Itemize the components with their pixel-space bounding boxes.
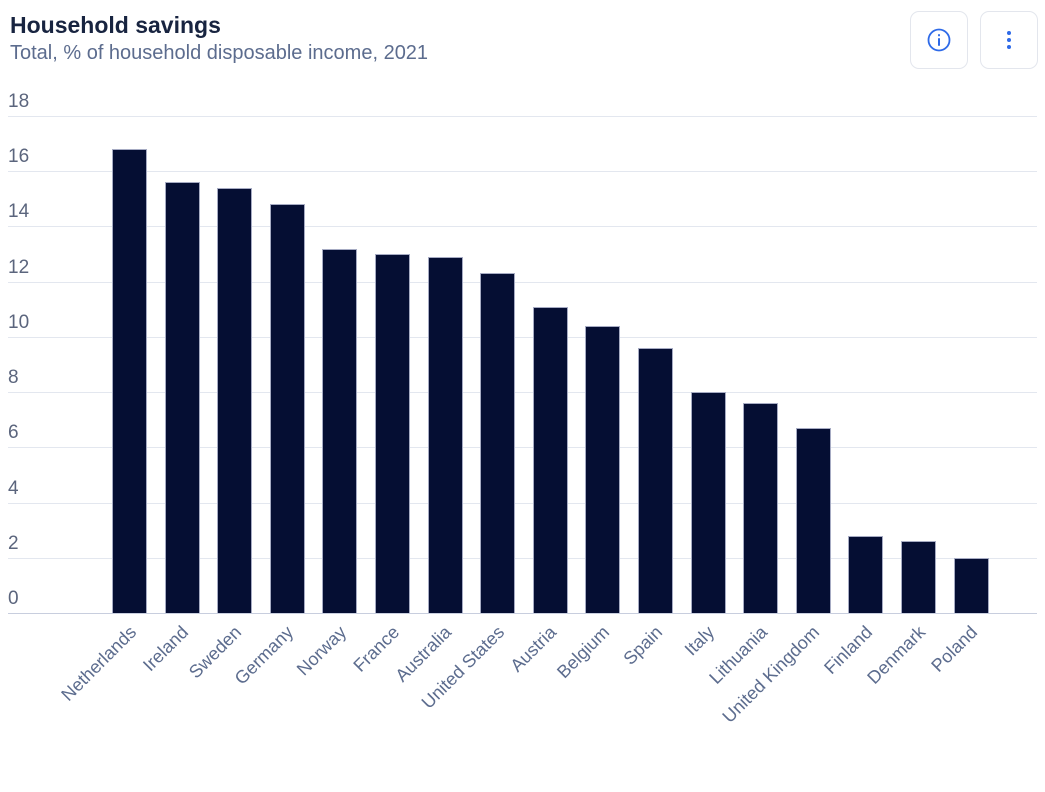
info-button[interactable] bbox=[910, 11, 968, 69]
y-tick-label-0: 0 bbox=[8, 588, 19, 609]
bar-france[interactable] bbox=[375, 254, 410, 613]
chart-titles: Household savings Total, % of household … bbox=[10, 10, 428, 65]
chart-header: Household savings Total, % of household … bbox=[0, 0, 1045, 69]
y-tick-label-12: 12 bbox=[8, 256, 30, 278]
bar-lithuania[interactable] bbox=[743, 403, 779, 613]
bar-ireland[interactable] bbox=[164, 182, 200, 613]
gridline-8 bbox=[8, 392, 1037, 394]
bar-netherlands[interactable] bbox=[112, 149, 147, 613]
chart-subtitle: Total, % of household disposable income,… bbox=[10, 42, 429, 64]
y-tick-label-14: 14 bbox=[8, 201, 30, 223]
bar-united-kingdom[interactable] bbox=[795, 428, 831, 613]
gridline-10 bbox=[8, 336, 1037, 338]
info-circle-icon bbox=[926, 27, 952, 53]
y-tick-label-10: 10 bbox=[8, 311, 30, 333]
more-options-button[interactable] bbox=[980, 11, 1038, 69]
bar-germany[interactable] bbox=[269, 204, 305, 613]
bar-poland[interactable] bbox=[953, 557, 989, 613]
gridline-14 bbox=[8, 226, 1037, 228]
bar-denmark[interactable] bbox=[901, 541, 936, 613]
page-title: Household savings bbox=[10, 12, 221, 38]
y-tick-label-2: 2 bbox=[8, 532, 19, 554]
bar-austria[interactable] bbox=[532, 306, 568, 613]
gridline-2 bbox=[8, 557, 1037, 559]
bar-sweden[interactable] bbox=[217, 187, 253, 613]
bar-chart: 0 2 4 6 8 10 12 14 16 18 Netherlands Ireland Sweden G… bbox=[8, 91, 1037, 727]
bar-finland[interactable] bbox=[848, 535, 884, 613]
kebab-vertical-icon bbox=[996, 27, 1022, 53]
header-actions bbox=[910, 11, 1038, 69]
gridline-4 bbox=[8, 502, 1037, 504]
gridline-0 bbox=[8, 613, 1037, 614]
gridline-12 bbox=[8, 281, 1037, 283]
bar-united-states[interactable] bbox=[480, 273, 516, 613]
bar-italy[interactable] bbox=[690, 392, 726, 613]
bar-spain[interactable] bbox=[638, 347, 673, 613]
y-tick-label-4: 4 bbox=[8, 477, 19, 499]
bar-norway[interactable] bbox=[322, 248, 358, 613]
bar-australia[interactable] bbox=[427, 256, 463, 613]
y-tick-label-16: 16 bbox=[8, 146, 30, 168]
y-tick-label-18: 18 bbox=[8, 91, 30, 112]
gridline-16 bbox=[8, 171, 1037, 173]
y-tick-label-6: 6 bbox=[8, 422, 19, 444]
chart-card: Household savings Total, % of household … bbox=[0, 0, 1045, 727]
gridline-18 bbox=[8, 116, 1037, 117]
y-tick-label-8: 8 bbox=[8, 367, 19, 389]
gridline-6 bbox=[8, 447, 1037, 449]
bar-belgium[interactable] bbox=[585, 325, 621, 613]
